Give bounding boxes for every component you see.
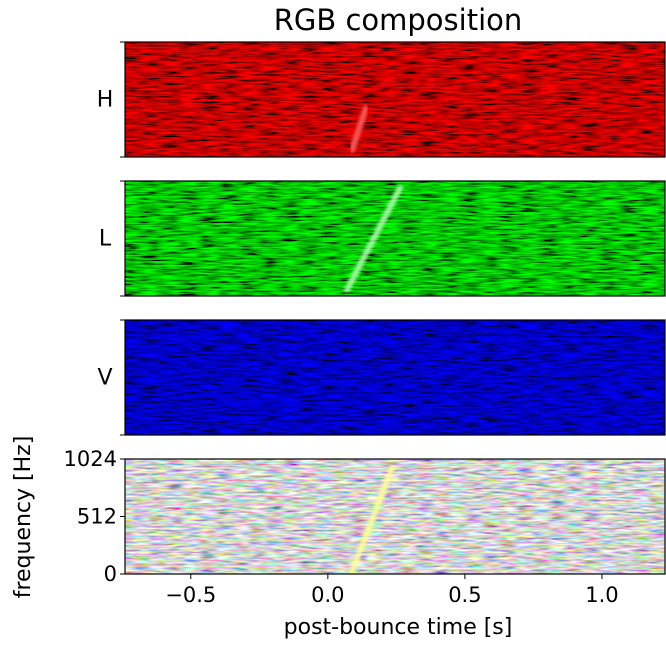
channel-label: V (97, 366, 112, 391)
x-tick-label: −0.5 (165, 583, 216, 607)
y-tick-label: 512 (77, 505, 117, 529)
x-axis-label: post-bounce time [s] (284, 615, 513, 640)
x-tick-label: 0.5 (448, 583, 481, 607)
chart-title: RGB composition (274, 3, 523, 37)
y-tick-label: 1024 (64, 447, 117, 471)
x-tick-label: 1.0 (585, 583, 618, 607)
spectrogram-image (125, 459, 665, 574)
chirp-signal (344, 185, 403, 293)
panel-frame (124, 319, 666, 436)
x-tick-label: 0.0 (311, 583, 344, 607)
panel-frame (124, 41, 666, 158)
y-axis-label: frequency [Hz] (11, 436, 36, 599)
channel-label: L (99, 227, 112, 252)
spectrogram-image (125, 42, 665, 157)
channel-label: H (97, 88, 114, 113)
spectrogram-image (125, 320, 665, 435)
chirp-signal (349, 105, 369, 153)
y-tick-label: 0 (104, 562, 117, 586)
chirp-signal (349, 465, 395, 575)
panel-frame (124, 180, 666, 297)
